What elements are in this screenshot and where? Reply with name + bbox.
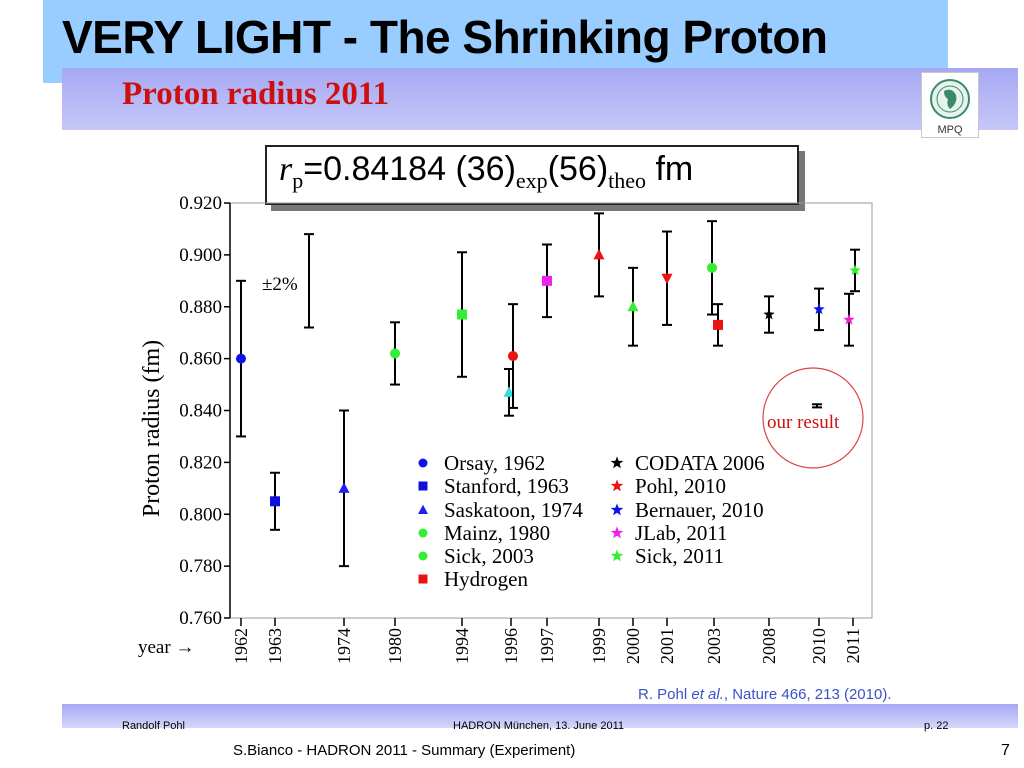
plot-frame <box>229 202 873 619</box>
result-formula-box: rp=0.84184 (36)exp(56)theo fm <box>265 145 799 205</box>
legend-label: Orsay, 1962 <box>444 451 545 475</box>
slide-title: VERY LIGHT - The Shrinking Proton <box>62 11 828 63</box>
footer-author: Randolf Pohl <box>122 720 185 732</box>
bottom-caption: S.Bianco - HADRON 2011 - Summary (Experi… <box>233 742 576 759</box>
data-point <box>390 348 400 359</box>
y-tick-label: 0.760 <box>179 608 222 629</box>
y-tick-label: 0.780 <box>179 556 222 577</box>
legend-marker <box>610 479 624 492</box>
data-point <box>236 353 246 364</box>
legend-marker <box>418 481 428 491</box>
citation-rest: , Nature 466, 213 (2010). <box>723 686 892 703</box>
data-point <box>843 313 855 325</box>
data-point <box>542 275 552 286</box>
logo-text: MPQ <box>937 124 963 136</box>
data-point <box>813 303 825 315</box>
legend-label: JLab, 2011 <box>635 521 728 545</box>
formula-value2: (56) <box>547 150 609 188</box>
x-tick-label: 1980 <box>385 628 405 664</box>
data-point <box>338 482 350 493</box>
legend-marker <box>418 551 428 561</box>
legend-marker <box>610 549 624 562</box>
footer-event: HADRON München, 13. June 2011 <box>453 720 624 732</box>
data-point <box>270 496 280 507</box>
x-tick-label: 1974 <box>334 628 354 664</box>
x-tick-label: 2001 <box>657 628 677 664</box>
legend-marker <box>610 456 624 469</box>
legend-label: Mainz, 1980 <box>444 521 550 545</box>
legend-marker <box>418 528 428 538</box>
inner-header-bar <box>62 68 1018 130</box>
y-tick-label: 0.880 <box>179 297 222 318</box>
legend-marker <box>610 526 624 539</box>
legend-label: Hydrogen <box>444 567 528 591</box>
x-tick-label: 1999 <box>589 628 609 664</box>
inner-slide-title: Proton radius 2011 <box>122 76 390 112</box>
legend-label: Sick, 2003 <box>444 544 534 568</box>
x-tick-label: 1962 <box>231 628 251 664</box>
x-tick-label: 1963 <box>265 628 285 664</box>
x-axis-label: year → <box>138 637 194 658</box>
x-tick-label: 2000 <box>623 628 643 664</box>
data-point <box>713 319 723 330</box>
legend-label: Saskatoon, 1974 <box>444 498 583 522</box>
formula-value: =0.84184 (36) <box>303 150 516 188</box>
y-tick-label: 0.860 <box>179 349 222 370</box>
y-tick-label: 0.800 <box>179 504 222 525</box>
data-point <box>508 351 518 362</box>
data-point <box>593 248 605 260</box>
y-tick-label: 0.820 <box>179 452 222 473</box>
citation: R. Pohl et al., Nature 466, 213 (2010). <box>638 686 892 703</box>
legend-marker <box>610 503 624 516</box>
legend-label: Stanford, 1963 <box>444 474 569 498</box>
data-point <box>627 300 639 312</box>
y-axis-label: Proton radius (fm) <box>139 340 165 517</box>
legend-marker <box>418 458 428 468</box>
legend-label: Pohl, 2010 <box>635 474 726 498</box>
legend-marker <box>418 574 428 584</box>
logo-seal-inner <box>936 85 964 113</box>
y-tick-label: 0.900 <box>179 245 222 266</box>
x-tick-label: 2008 <box>759 628 779 664</box>
legend-label: Bernauer, 2010 <box>635 498 764 522</box>
mpq-logo-graphic: MPQ <box>930 79 970 136</box>
page-number: 7 <box>1001 742 1010 759</box>
formula-sub-exp: exp <box>515 167 548 193</box>
legend-label: CODATA 2006 <box>635 451 765 475</box>
data-point <box>763 308 775 320</box>
x-tick-label: 1997 <box>537 628 557 664</box>
formula-sub-theo: theo <box>608 167 647 193</box>
data-point <box>503 386 515 397</box>
footer-page: p. 22 <box>924 720 949 732</box>
x-tick-label: 1994 <box>452 628 472 664</box>
x-tick-label: 2011 <box>843 628 863 663</box>
y-tick-label: 0.840 <box>179 401 222 422</box>
formula-r-sub: p <box>292 167 304 193</box>
our-result-label: our result <box>767 412 840 433</box>
citation-authors: R. Pohl <box>638 686 692 703</box>
x-tick-label: 1996 <box>501 628 521 664</box>
footer-bar <box>62 704 1018 728</box>
data-point <box>457 309 467 320</box>
formula-r: r <box>279 151 293 188</box>
legend-label: Sick, 2011 <box>635 544 724 568</box>
result-formula: rp=0.84184 (36)exp(56)theo fm <box>279 150 693 194</box>
logo-profile <box>944 89 957 109</box>
x-tick-label: 2003 <box>704 628 724 664</box>
data-point <box>849 264 861 276</box>
data-point <box>707 262 717 273</box>
mpq-logo: MPQ <box>921 72 979 138</box>
our-result-circle <box>762 367 864 469</box>
legend-marker <box>418 504 428 515</box>
y-tick-label: 0.920 <box>179 193 222 214</box>
citation-etal: et al. <box>691 686 724 703</box>
formula-unit: fm <box>646 150 694 188</box>
data-point <box>661 273 673 285</box>
x-tick-label: 2010 <box>809 628 829 664</box>
percent-annotation: ±2% <box>262 274 298 295</box>
